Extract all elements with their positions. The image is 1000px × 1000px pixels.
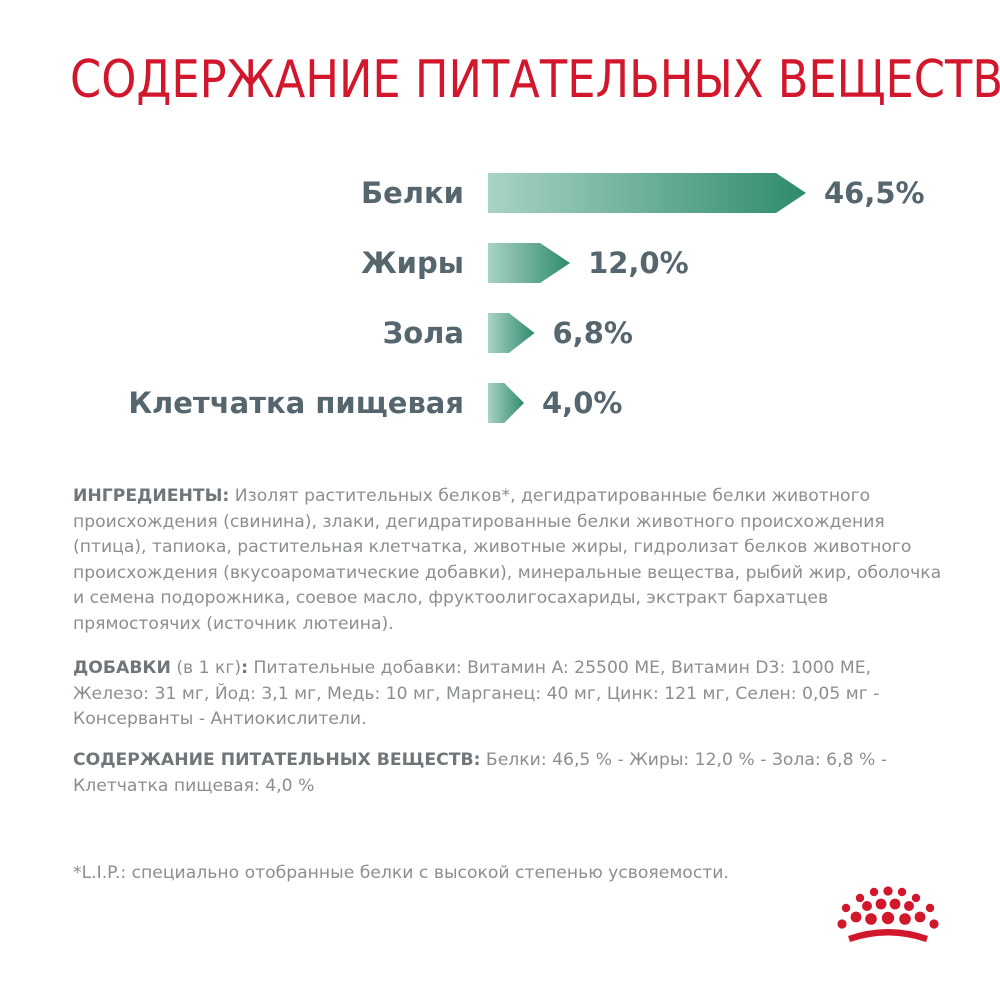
value-label: 6,8% xyxy=(553,316,633,350)
nutrients-heading: СОДЕРЖАНИЕ ПИТАТЕЛЬНЫХ ВЕЩЕСТВ: xyxy=(73,750,481,770)
bar-1 xyxy=(488,243,571,283)
bar-2 xyxy=(488,313,535,353)
value-label: 12,0% xyxy=(588,246,689,280)
additives-text: Питательные добавки: Витамин A: 25500 МЕ… xyxy=(73,658,880,729)
bar-3 xyxy=(488,383,524,423)
nutrients-block: СОДЕРЖАНИЕ ПИТАТЕЛЬНЫХ ВЕЩЕСТВ: Белки: 4… xyxy=(73,748,943,799)
additives-heading: ДОБАВКИ xyxy=(73,658,171,678)
nutrients-text: Белки: 46,5 % - Жиры: 12,0 % - Зола: 6,8… xyxy=(73,750,887,796)
ingredients-heading: ИНГРЕДИЕНТЫ: xyxy=(73,486,230,506)
category-label: Клетчатка пищевая xyxy=(128,386,464,420)
additives-heading-colon: : xyxy=(241,658,249,678)
footnote: *L.I.P.: специально отобранные белки с в… xyxy=(73,863,729,883)
page-title: СОДЕРЖАНИЕ ПИТАТЕЛЬНЫХ ВЕЩЕСТВ xyxy=(70,50,1000,110)
bar-0 xyxy=(488,173,806,213)
additives-heading-note: (в 1 кг) xyxy=(170,658,242,678)
ingredients-text: Изолят растительных белков*, дегидратиро… xyxy=(73,486,942,634)
nutrient-chart: Белки 46,5% Жиры 12,0% Зола 6,8% Клетчатка пищ… xyxy=(128,173,925,423)
ingredients-block: ИНГРЕДИЕНТЫ: Изолят растительных белков*… xyxy=(73,484,943,637)
value-label: 46,5% xyxy=(824,176,925,210)
category-label: Белки xyxy=(361,176,464,210)
value-label: 4,0% xyxy=(542,386,622,420)
category-label: Жиры xyxy=(361,246,464,280)
additives-block: ДОБАВКИ (в 1 кг): Питательные добавки: В… xyxy=(73,656,943,733)
crown-icon xyxy=(837,886,939,942)
category-label: Зола xyxy=(383,316,464,350)
